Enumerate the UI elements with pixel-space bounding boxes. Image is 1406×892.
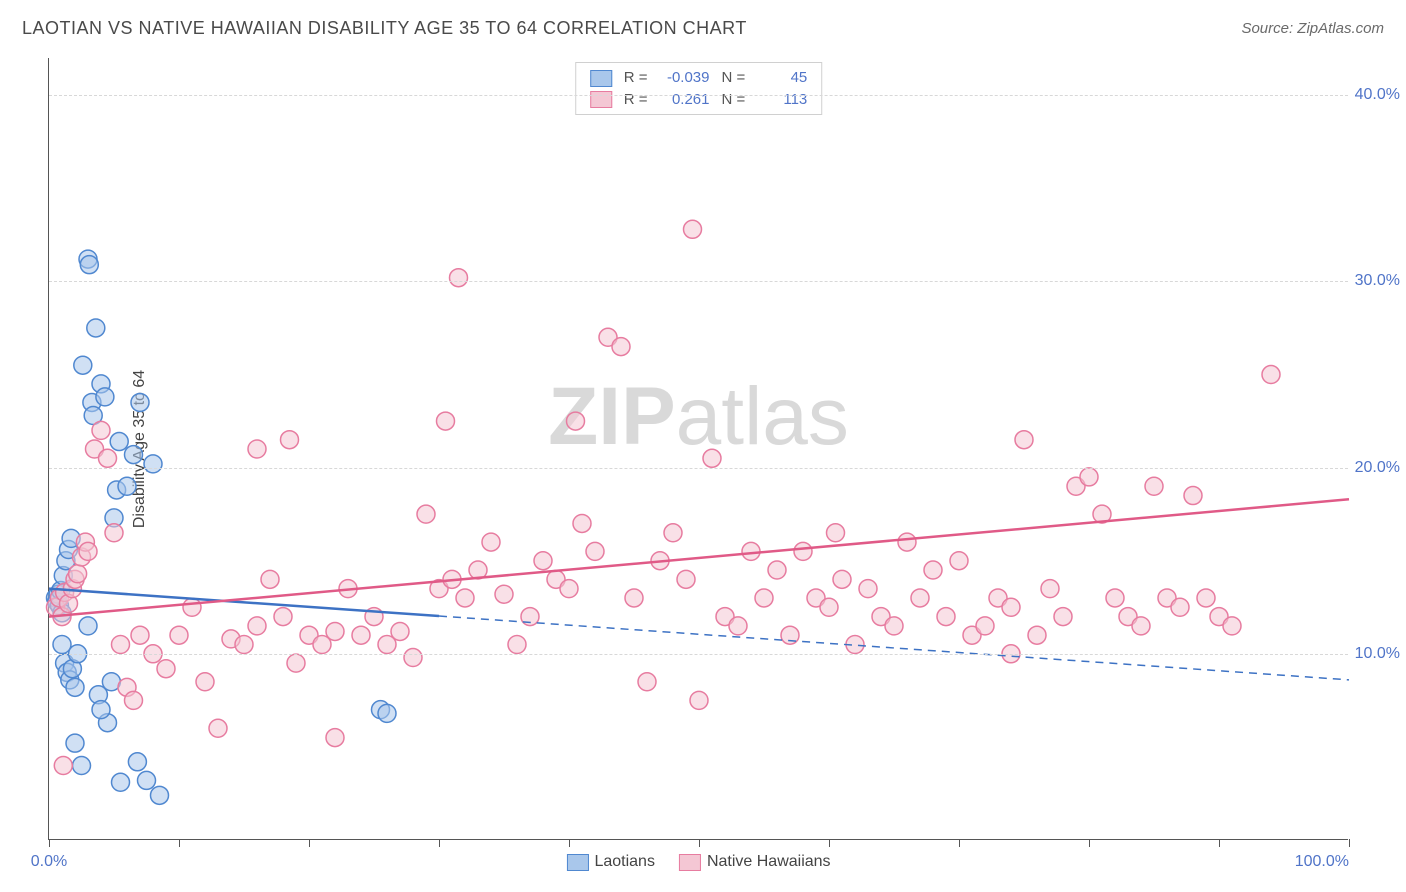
x-tick-label: 100.0% bbox=[1295, 853, 1349, 871]
legend-series: Laotians Native Hawaiians bbox=[566, 853, 830, 871]
y-tick-label: 20.0% bbox=[1355, 459, 1400, 477]
chart-title: LAOTIAN VS NATIVE HAWAIIAN DISABILITY AG… bbox=[22, 18, 747, 39]
chart-source: Source: ZipAtlas.com bbox=[1241, 20, 1384, 37]
plot-svg bbox=[49, 58, 1348, 839]
legend-row-hawaiians: R =0.261 N =113 bbox=[584, 89, 814, 111]
swatch-hawaiians bbox=[590, 91, 612, 108]
chart-area: Disability Age 35 to 64 ZIPatlas R =-0.0… bbox=[48, 58, 1348, 840]
swatch-laotians bbox=[590, 70, 612, 87]
y-tick-label: 10.0% bbox=[1355, 645, 1400, 663]
swatch-icon bbox=[679, 854, 701, 871]
y-tick-label: 40.0% bbox=[1355, 86, 1400, 104]
legend-correlation: R =-0.039 N =45 R =0.261 N =113 bbox=[575, 62, 823, 115]
y-tick-label: 30.0% bbox=[1355, 272, 1400, 290]
legend-item-hawaiians: Native Hawaiians bbox=[679, 853, 831, 871]
x-tick-label: 0.0% bbox=[31, 853, 67, 871]
legend-row-laotians: R =-0.039 N =45 bbox=[584, 67, 814, 89]
legend-item-laotians: Laotians bbox=[566, 853, 655, 871]
swatch-icon bbox=[566, 854, 588, 871]
